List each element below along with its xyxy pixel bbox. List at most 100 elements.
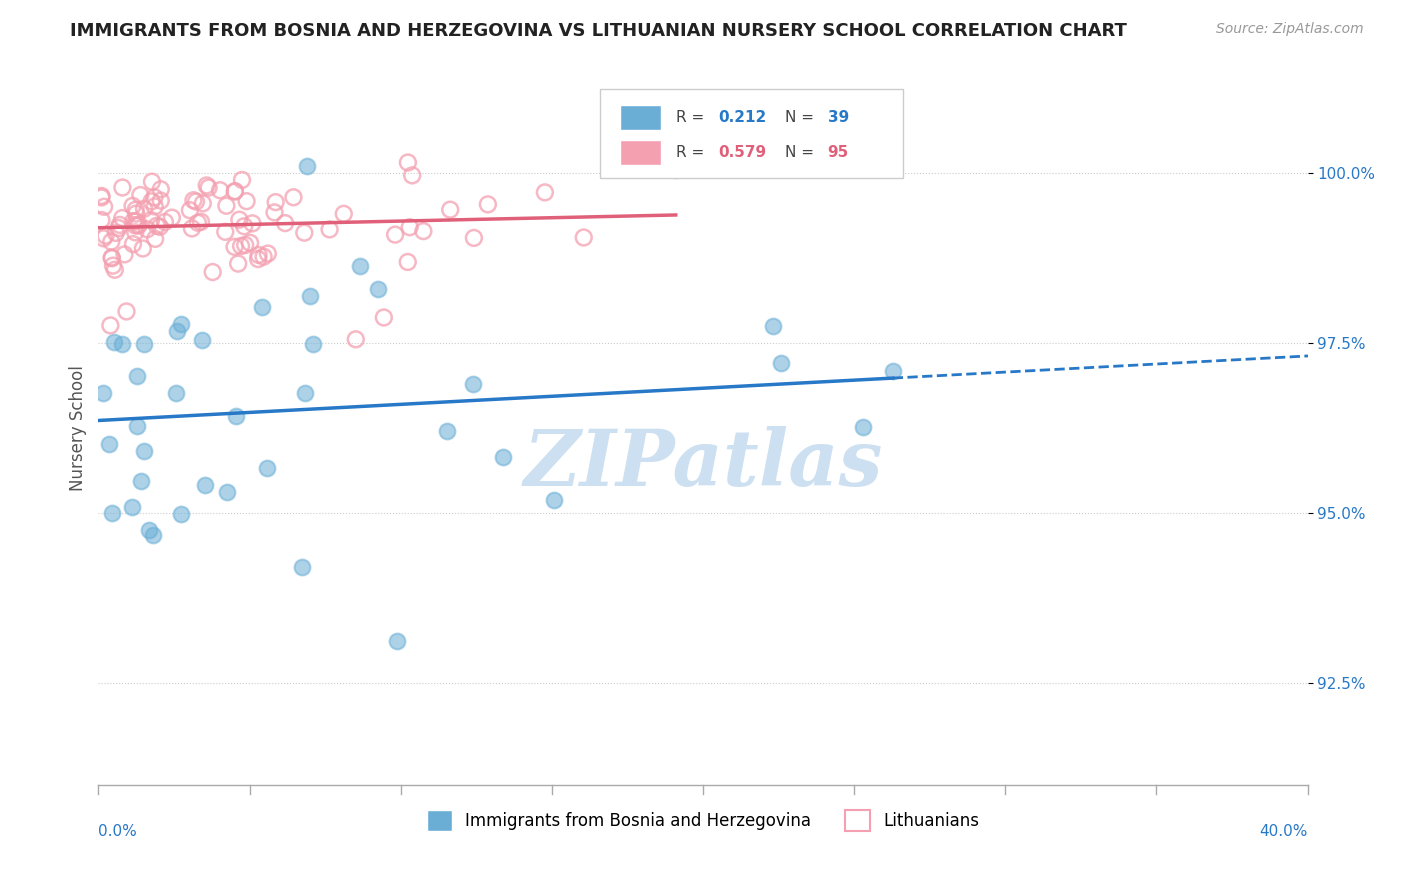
Point [104,262,127,277]
Point [125,368,148,383]
Point [101,506,124,520]
Point [93,200,115,214]
Y-axis label: Nursery School: Nursery School [69,365,87,491]
Point [100,251,122,265]
Point [292,226,315,240]
Point [224,185,246,199]
Point [477,197,499,211]
Point [124,219,146,233]
Point [191,196,214,211]
FancyBboxPatch shape [620,140,661,165]
Text: R =: R = [676,145,710,161]
Point [149,194,172,208]
Point [143,190,166,204]
Point [194,478,217,492]
Point [125,214,148,228]
Text: 0.212: 0.212 [718,111,766,125]
Point [247,248,270,262]
Point [101,252,124,266]
Point [349,259,371,273]
Point [762,319,785,334]
Point [295,159,318,173]
Point [143,199,166,213]
Point [100,235,122,249]
Point [436,424,458,438]
Point [214,225,236,239]
Point [769,356,792,370]
Text: 0.579: 0.579 [718,145,766,161]
Point [333,207,356,221]
Point [100,318,122,333]
Point [122,214,145,228]
Text: N =: N = [785,111,820,125]
Point [242,216,264,230]
Point [141,528,163,542]
Point [124,225,146,239]
Point [235,194,257,209]
Text: 95: 95 [828,145,849,161]
Text: 0.0%: 0.0% [98,824,138,839]
Point [291,560,314,574]
Point [852,420,875,434]
Legend: Immigrants from Bosnia and Herzegovina, Lithuanians: Immigrants from Bosnia and Herzegovina, … [420,804,986,838]
Point [225,409,247,423]
Point [396,255,419,269]
Point [412,224,434,238]
Point [543,493,565,508]
Text: ZIPatlas: ZIPatlas [523,425,883,502]
Point [121,500,143,514]
Point [224,240,246,254]
Point [170,318,193,332]
Point [318,222,340,236]
Point [146,219,169,233]
Point [108,218,131,232]
Point [195,178,218,193]
Point [94,228,117,243]
Point [111,180,134,194]
Point [98,436,121,450]
Point [101,259,124,273]
Point [201,265,224,279]
Point [166,386,188,401]
Point [160,211,183,225]
Text: IMMIGRANTS FROM BOSNIA AND HERZEGOVINA VS LITHUANIAN NURSERY SCHOOL CORRELATION : IMMIGRANTS FROM BOSNIA AND HERZEGOVINA V… [70,22,1128,40]
Point [179,203,201,218]
Point [294,386,316,401]
Point [90,213,112,227]
Point [233,238,256,252]
Point [344,332,367,346]
Point [184,194,207,209]
Text: N =: N = [785,145,820,161]
Point [107,221,129,235]
Point [104,226,127,240]
Point [187,216,209,230]
Point [299,289,322,303]
Point [122,237,145,252]
Point [132,337,155,351]
Point [143,232,166,246]
Point [125,419,148,434]
Point [492,450,515,464]
Point [128,218,150,232]
Point [132,242,155,256]
Point [250,300,273,314]
Text: 40.0%: 40.0% [1260,824,1308,839]
Point [166,324,188,338]
Point [183,193,205,207]
Point [231,173,253,187]
Point [111,211,134,225]
Point [134,444,156,458]
Point [463,231,485,245]
Point [572,230,595,244]
Point [215,199,238,213]
Point [256,246,278,260]
Point [665,163,688,178]
Point [283,190,305,204]
Point [138,523,160,537]
Point [239,235,262,250]
Point [115,304,138,318]
Point [153,215,176,229]
Point [181,221,204,235]
Text: R =: R = [676,111,710,125]
Point [111,337,134,351]
